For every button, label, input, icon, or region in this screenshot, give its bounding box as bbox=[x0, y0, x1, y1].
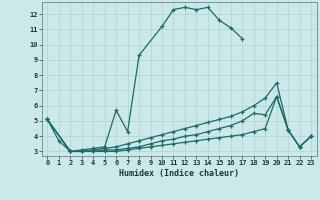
X-axis label: Humidex (Indice chaleur): Humidex (Indice chaleur) bbox=[119, 169, 239, 178]
